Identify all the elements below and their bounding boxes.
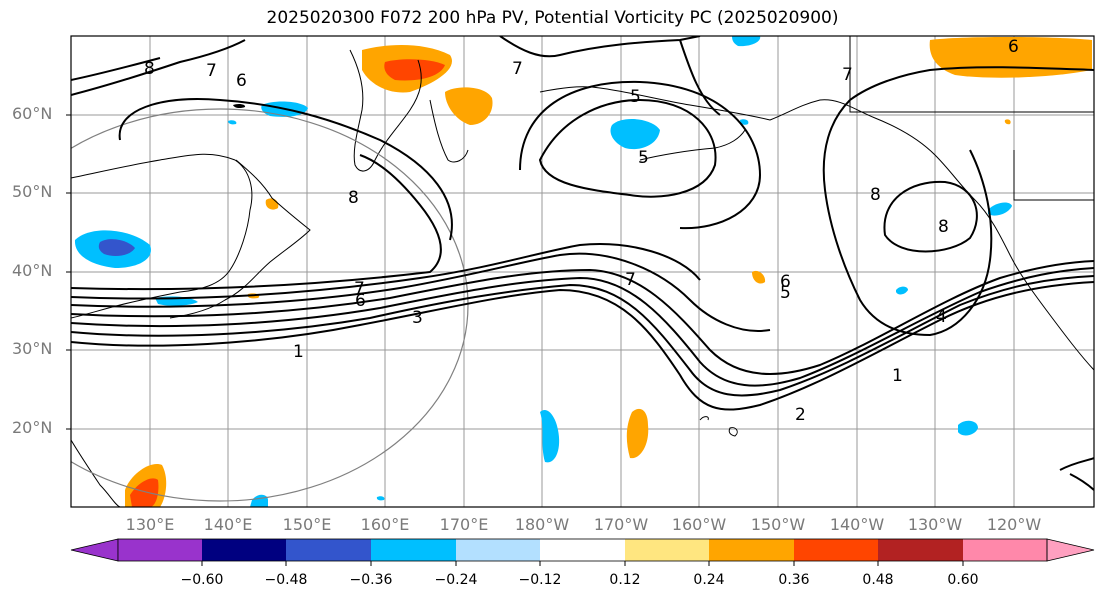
contour-label: 6 <box>780 272 791 292</box>
contour-label: 8 <box>870 185 881 205</box>
contour-label: 7 <box>512 59 523 79</box>
contour-label: 8 <box>144 59 155 79</box>
lon-label: 160°E <box>360 515 410 534</box>
lon-label: 160°W <box>671 515 727 534</box>
colorbar-swatch <box>540 539 625 561</box>
colorbar-frame <box>117 538 1048 562</box>
contour-label: 8 <box>938 217 949 237</box>
contour-label: 1 <box>293 342 304 362</box>
lon-label: 130°E <box>125 515 175 534</box>
colorbar-swatch <box>371 539 456 561</box>
region-circle <box>71 108 469 502</box>
lon-label: 150°W <box>750 515 806 534</box>
colorbar-tick-label: −0.24 <box>434 572 478 588</box>
colorbar-swatch <box>456 539 540 561</box>
contour-label: 1 <box>892 366 903 386</box>
colorbar-tick-label: 0.48 <box>862 572 894 588</box>
colorbar-tick-label: −0.36 <box>349 572 393 588</box>
coastlines <box>71 36 1094 507</box>
colorbar-tick-label: 0.24 <box>693 572 725 588</box>
lon-label: 170°E <box>439 515 489 534</box>
colorbar-tick-label: −0.60 <box>180 572 224 588</box>
colorbar <box>70 538 1095 566</box>
contour-label: 6 <box>236 71 247 91</box>
contour-label: 7 <box>354 279 365 299</box>
colorbar-tick-label: −0.48 <box>264 572 308 588</box>
positive-anomalies <box>125 37 1092 507</box>
colorbar-swatch <box>286 539 371 561</box>
colorbar-tick-label: 0.60 <box>947 572 979 588</box>
lon-label: 130°W <box>907 515 963 534</box>
contour-label: 8 <box>348 188 359 208</box>
lon-label: 140°W <box>829 515 885 534</box>
contour-label: 7 <box>842 65 853 85</box>
colorbar-tick-label: 0.36 <box>778 572 810 588</box>
colorbar-swatch <box>625 539 709 561</box>
lon-label: 180°W <box>514 515 570 534</box>
colorbar-swatch <box>709 539 794 561</box>
colorbar-swatch <box>963 539 1047 561</box>
colorbar-swatch <box>794 539 878 561</box>
colorbar-swatch <box>878 539 963 561</box>
lon-label: 170°W <box>593 515 649 534</box>
contour-label: 6 <box>1008 37 1019 57</box>
lon-label: 120°W <box>986 515 1042 534</box>
lat-label: 30°N <box>12 339 53 358</box>
contour-label: 6 <box>355 291 366 311</box>
contour-label: 7 <box>625 270 636 290</box>
lat-label: 40°N <box>12 261 53 280</box>
contour-label: 7 <box>206 61 217 81</box>
contour-label: 5 <box>630 87 641 107</box>
lon-label: 140°E <box>203 515 253 534</box>
contour-label: 5 <box>780 283 791 303</box>
contour-label: 2 <box>795 405 806 425</box>
lon-label: 150°E <box>282 515 332 534</box>
colorbar-tick-label: −0.12 <box>518 572 562 588</box>
contour-label: 3 <box>412 308 423 328</box>
lat-label: 20°N <box>12 418 53 437</box>
map-title: 2025020300 F072 200 hPa PV, Potential Vo… <box>266 8 839 28</box>
lat-label: 50°N <box>12 182 53 201</box>
colorbar-extend-high <box>1046 538 1095 562</box>
colorbar-tick-label: 0.12 <box>609 572 641 588</box>
colorbar-swatch <box>202 539 286 561</box>
colorbar-swatch <box>118 539 202 561</box>
pv-contours <box>71 36 1094 491</box>
lat-label: 60°N <box>12 104 53 123</box>
contour-label-group: 8 7 6 7 5 5 7 6 8 8 8 7 6 3 1 7 6 5 4 1 … <box>144 37 1019 425</box>
axis-ticks <box>66 114 71 430</box>
contour-label: 5 <box>638 148 649 168</box>
colorbar-extend-low <box>70 538 119 562</box>
contour-label: 4 <box>936 307 947 327</box>
